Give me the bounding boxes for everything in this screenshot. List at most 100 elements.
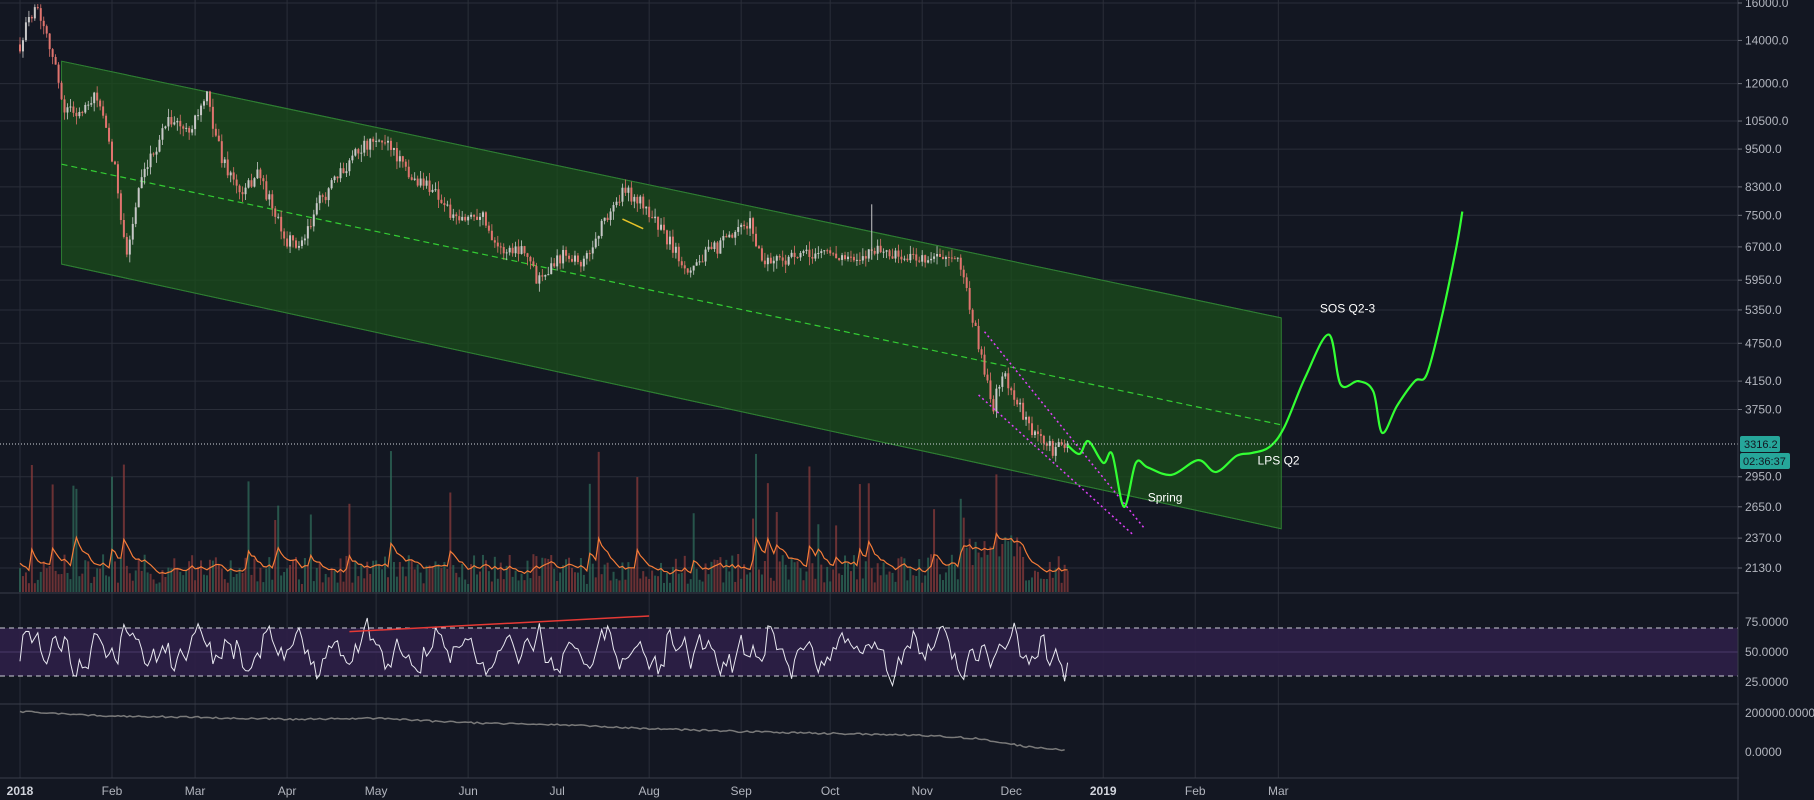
volume-bar bbox=[600, 574, 603, 592]
volume-bar bbox=[769, 577, 772, 592]
volume-bar bbox=[639, 578, 642, 592]
candle-body bbox=[87, 104, 90, 106]
channel-lower-line[interactable] bbox=[61, 263, 1282, 530]
volume-bar bbox=[336, 582, 339, 592]
volume-bar bbox=[743, 564, 746, 592]
volume-bar bbox=[820, 564, 823, 592]
marker-line[interactable] bbox=[622, 218, 644, 230]
candle-body bbox=[817, 252, 820, 254]
candle-body bbox=[538, 275, 541, 284]
candle-body bbox=[654, 216, 657, 219]
volume-bar bbox=[51, 484, 54, 592]
volume-bar bbox=[1060, 582, 1063, 592]
candle-body bbox=[99, 100, 102, 107]
candle-body bbox=[27, 17, 30, 23]
candle-body bbox=[927, 260, 930, 263]
volume-bar bbox=[1013, 556, 1016, 592]
candle-body bbox=[473, 214, 476, 217]
volume-bar bbox=[333, 570, 336, 592]
candle-body bbox=[731, 234, 734, 238]
volume-bar bbox=[651, 570, 654, 592]
candle-body bbox=[431, 189, 434, 192]
rsi-tick-label: 75.0000 bbox=[1745, 615, 1789, 629]
candle-body bbox=[336, 176, 339, 179]
candle-body bbox=[366, 140, 369, 150]
volume-bar bbox=[559, 572, 562, 592]
volume-bar bbox=[464, 579, 467, 592]
candle-body bbox=[33, 7, 36, 19]
volume-bar bbox=[452, 565, 455, 592]
price-tag-box bbox=[1740, 435, 1780, 452]
candle-body bbox=[449, 204, 452, 218]
volume-bar bbox=[885, 574, 888, 592]
price-tick-label: 2950.0 bbox=[1745, 470, 1782, 484]
candle-body bbox=[956, 257, 959, 259]
drawing-overlays[interactable] bbox=[0, 211, 1738, 536]
obv-tick-label: 200000.0000 bbox=[1745, 706, 1814, 720]
candle-body bbox=[588, 253, 591, 255]
volume-bar bbox=[713, 559, 716, 592]
candle-body bbox=[173, 122, 176, 125]
candle-body bbox=[977, 325, 980, 350]
projection-path[interactable] bbox=[1066, 211, 1464, 508]
time-label-feb: Feb bbox=[102, 784, 123, 798]
candle-body bbox=[452, 214, 455, 218]
candle-body bbox=[1016, 399, 1019, 405]
volume-bar bbox=[366, 561, 369, 592]
candle-body bbox=[808, 249, 811, 258]
candle-body bbox=[971, 309, 974, 323]
volume-bar bbox=[381, 569, 384, 592]
volume-bar bbox=[327, 577, 330, 592]
volume-bar bbox=[520, 573, 523, 592]
volume-bar bbox=[855, 579, 858, 592]
volume-bar bbox=[799, 568, 802, 592]
volume-bar bbox=[710, 561, 713, 592]
volume-bar bbox=[128, 573, 131, 592]
candle-body bbox=[624, 187, 627, 193]
volume-bar bbox=[170, 568, 173, 592]
volume-bar bbox=[668, 582, 671, 592]
price-tick-label: 7500.0 bbox=[1745, 208, 1782, 222]
candle-body bbox=[526, 253, 529, 257]
volume-bar bbox=[1007, 541, 1010, 592]
candle-body bbox=[713, 242, 716, 250]
volume-bar bbox=[259, 567, 262, 592]
volume-bar bbox=[484, 560, 487, 592]
volume-bar bbox=[274, 520, 277, 592]
candle-body bbox=[668, 236, 671, 245]
candle-body bbox=[912, 253, 915, 255]
volume-bar bbox=[568, 557, 571, 592]
candle-body bbox=[559, 255, 562, 264]
candle-body bbox=[247, 180, 250, 188]
candle-body bbox=[597, 236, 600, 239]
volume-bar bbox=[205, 575, 208, 592]
candle-body bbox=[692, 265, 695, 271]
candle-body bbox=[300, 240, 303, 246]
candle-body bbox=[716, 242, 719, 254]
candle-body bbox=[811, 257, 814, 259]
rsi-divergence-line[interactable] bbox=[349, 615, 650, 633]
volume-bar bbox=[511, 576, 514, 592]
volume-bar bbox=[226, 582, 229, 592]
candle-body bbox=[283, 231, 286, 239]
volume-bar bbox=[915, 575, 918, 592]
candle-body bbox=[292, 235, 295, 241]
volume-bar bbox=[300, 583, 303, 592]
wedge-line-1[interactable] bbox=[983, 331, 1146, 530]
regression-channel[interactable] bbox=[61, 60, 1282, 530]
candle-body bbox=[793, 252, 796, 258]
candle-body bbox=[72, 106, 75, 113]
volume-bar bbox=[324, 573, 327, 592]
candle-body bbox=[164, 126, 167, 129]
channel-upper-line[interactable] bbox=[61, 60, 1282, 319]
candle-body bbox=[21, 40, 24, 52]
volume-bar bbox=[490, 581, 493, 592]
candle-body bbox=[835, 253, 838, 259]
candle-body bbox=[238, 185, 241, 193]
volume-bar bbox=[72, 485, 75, 592]
volume-bar bbox=[841, 574, 844, 592]
candle-body bbox=[612, 205, 615, 212]
volume-bar bbox=[161, 570, 164, 592]
channel-midline[interactable] bbox=[61, 163, 1282, 426]
